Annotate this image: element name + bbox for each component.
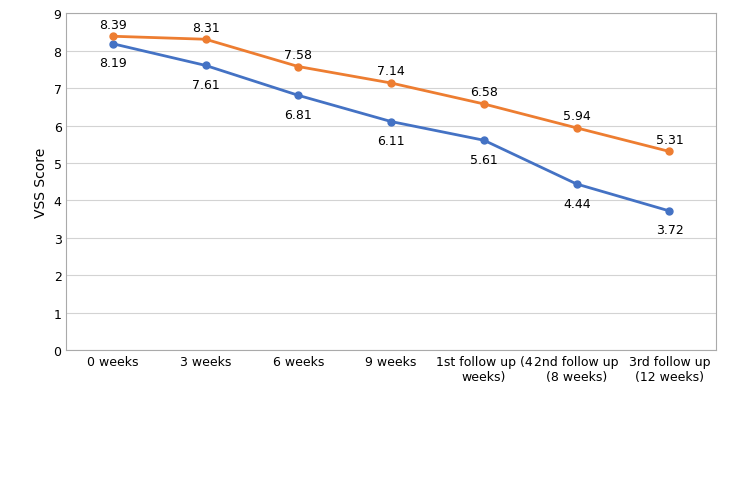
Group B <box>665 149 674 155</box>
Text: 5.61: 5.61 <box>470 154 498 167</box>
Text: 5.94: 5.94 <box>563 110 590 123</box>
Text: 7.61: 7.61 <box>192 79 219 92</box>
Line: Group B: Group B <box>109 34 673 156</box>
Text: 7.14: 7.14 <box>377 65 405 78</box>
Group B <box>294 64 303 70</box>
Text: 3.72: 3.72 <box>655 224 683 237</box>
Text: 6.58: 6.58 <box>470 86 498 99</box>
Group B <box>201 37 210 43</box>
Text: 5.31: 5.31 <box>655 133 683 146</box>
Text: 4.44: 4.44 <box>563 197 590 210</box>
Group A <box>665 209 674 215</box>
Group A <box>480 138 489 144</box>
Group A <box>294 93 303 99</box>
Group A <box>387 120 396 125</box>
Text: 8.31: 8.31 <box>192 22 219 35</box>
Group A <box>201 63 210 69</box>
Group A <box>572 182 581 188</box>
Y-axis label: VSS Score: VSS Score <box>34 147 48 217</box>
Text: 6.11: 6.11 <box>377 135 405 148</box>
Line: Group A: Group A <box>109 41 673 215</box>
Text: 8.39: 8.39 <box>99 19 127 32</box>
Group A <box>108 42 117 48</box>
Text: 6.81: 6.81 <box>284 108 312 121</box>
Text: 7.58: 7.58 <box>284 49 312 62</box>
Group B <box>572 126 581 132</box>
Group B <box>108 34 117 40</box>
Group B <box>387 81 396 87</box>
Text: 8.19: 8.19 <box>99 57 127 70</box>
Group B <box>480 102 489 108</box>
